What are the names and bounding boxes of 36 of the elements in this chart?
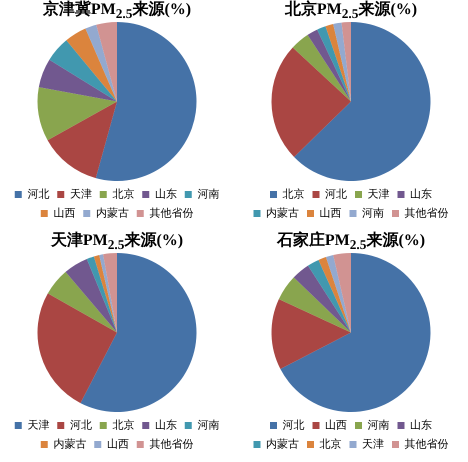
legend-label: 天津 (27, 418, 50, 432)
legend-label: 山东 (154, 187, 177, 200)
legend-label: 河南 (362, 206, 384, 220)
legend-label: 河北 (282, 418, 304, 432)
legend-label: 山西 (53, 206, 76, 220)
legend-label: 内蒙古 (266, 206, 299, 220)
legend-label: 河南 (197, 418, 220, 432)
legend-label: 北京 (320, 437, 342, 450)
legend-label: 天津 (368, 187, 390, 200)
legend-label: 河南 (368, 418, 390, 432)
legend-label: 山西 (325, 418, 347, 432)
legend-label: 天津 (70, 187, 92, 200)
legend-label: 北京 (282, 187, 304, 200)
legend-label: 山东 (154, 418, 177, 432)
chart-title: 北京PM$_{2.5}$来源(%) (284, 0, 418, 22)
legend-label: 山东 (410, 187, 432, 200)
legend-label: 河北 (27, 187, 50, 200)
legend-label: 内蒙古 (266, 437, 299, 450)
legend-label: 北京 (112, 418, 134, 432)
legend-label: 北京 (112, 187, 134, 200)
legend-label: 天津 (362, 437, 384, 450)
chart-title: 石家庄PM$_{2.5}$来源(%) (276, 231, 426, 253)
chart-title: 京津冀PM$_{2.5}$来源(%) (42, 0, 192, 22)
legend-label: 其他省份 (404, 437, 448, 450)
legend-label: 河北 (325, 187, 347, 200)
legend-label: 山东 (410, 418, 432, 432)
legend-label: 其他省份 (404, 206, 448, 220)
legend-label: 河北 (70, 418, 92, 432)
legend-label: 其他省份 (149, 437, 194, 450)
legend-label: 山西 (320, 206, 342, 220)
legend-label: 河南 (197, 187, 220, 200)
legend-label: 山西 (106, 437, 129, 450)
legend-label: 内蒙古 (53, 437, 86, 450)
legend-label: 内蒙古 (96, 206, 129, 220)
chart-title: 天津PM$_{2.5}$来源(%) (50, 231, 184, 253)
legend-label: 其他省份 (149, 206, 194, 220)
